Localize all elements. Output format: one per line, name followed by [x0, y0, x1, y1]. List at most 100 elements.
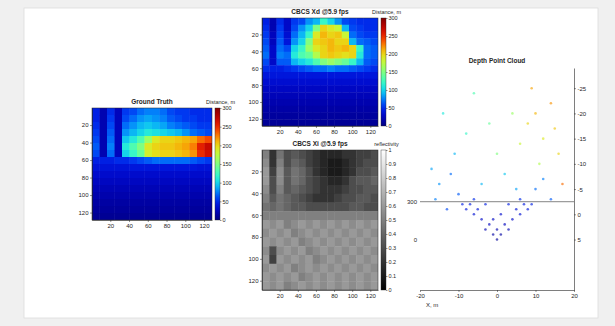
cell	[327, 92, 335, 99]
cell	[152, 157, 160, 164]
cell	[137, 192, 145, 199]
cell	[320, 99, 328, 106]
cell	[190, 115, 198, 122]
tick-mark	[386, 18, 388, 19]
cell	[371, 264, 378, 273]
cell	[262, 211, 270, 220]
tick: 120	[366, 126, 377, 135]
cell	[182, 157, 190, 164]
cell	[313, 229, 321, 238]
tick-label: 120	[366, 129, 377, 135]
cell	[342, 99, 350, 106]
cell	[349, 99, 357, 106]
cell	[327, 273, 335, 282]
cell	[145, 136, 153, 143]
tick: 100	[348, 290, 359, 299]
tick-mark	[90, 143, 92, 144]
tick: 60	[313, 290, 320, 299]
cell	[371, 119, 378, 126]
cell	[291, 32, 299, 39]
tick-mark	[316, 290, 317, 292]
cell	[335, 238, 343, 247]
cell	[298, 45, 306, 52]
cell	[115, 108, 123, 115]
cell	[190, 143, 198, 150]
cell	[130, 185, 138, 192]
cell	[371, 59, 378, 66]
cell	[349, 194, 357, 203]
cell	[313, 32, 321, 39]
cell	[92, 206, 100, 213]
cell	[349, 185, 357, 194]
point	[496, 152, 499, 155]
cell	[137, 143, 145, 150]
cell	[306, 106, 314, 113]
cell	[298, 59, 306, 66]
cell	[313, 255, 321, 264]
cell	[160, 213, 168, 220]
cell	[130, 164, 138, 171]
cell	[298, 65, 306, 72]
cell	[313, 79, 321, 86]
cell	[349, 32, 357, 39]
cell	[107, 199, 115, 206]
tick: 300	[220, 105, 232, 111]
axis-line	[220, 109, 221, 221]
cell	[145, 185, 153, 192]
cell	[342, 32, 350, 39]
cell	[298, 168, 306, 177]
point	[534, 188, 537, 191]
cell	[277, 194, 285, 203]
tick: 20	[277, 290, 284, 299]
cell	[371, 255, 378, 264]
cell	[356, 72, 364, 79]
tick-mark	[386, 192, 388, 193]
axis-line	[263, 126, 379, 127]
cell	[130, 206, 138, 213]
cell	[284, 229, 292, 238]
cell	[306, 246, 314, 255]
cell	[100, 115, 108, 122]
cell	[190, 157, 198, 164]
cell	[327, 150, 335, 159]
cell	[349, 246, 357, 255]
tick-mark	[260, 193, 262, 194]
cell	[197, 129, 205, 136]
cell	[327, 65, 335, 72]
cell	[152, 185, 160, 192]
cell	[356, 65, 364, 72]
cell	[349, 52, 357, 59]
cell	[160, 136, 168, 143]
tick-mark	[260, 102, 262, 103]
cell	[115, 185, 123, 192]
point	[442, 112, 445, 115]
tick-mark	[167, 220, 168, 222]
tick: 80	[252, 82, 262, 88]
cell	[167, 206, 175, 213]
cell	[277, 72, 285, 79]
cell	[313, 150, 321, 159]
cell	[356, 159, 364, 168]
cell	[115, 157, 123, 164]
cell	[205, 171, 213, 178]
cell	[277, 238, 285, 247]
tick: 120	[366, 290, 377, 299]
cell	[160, 164, 168, 171]
colorbar-label: Distance, m	[206, 99, 235, 105]
cell	[277, 168, 285, 177]
cell	[349, 119, 357, 126]
annotation: 0	[414, 237, 418, 243]
cell	[327, 99, 335, 106]
cell	[342, 246, 350, 255]
cell	[371, 185, 378, 194]
tick: 0	[496, 290, 500, 299]
cell	[262, 32, 270, 39]
cell	[205, 185, 213, 192]
cell	[205, 206, 213, 213]
tick-mark	[386, 234, 388, 235]
point	[473, 213, 476, 216]
cell	[190, 213, 198, 220]
axis-title: X, m	[426, 302, 438, 308]
cell	[152, 143, 160, 150]
heatmap	[262, 150, 378, 290]
